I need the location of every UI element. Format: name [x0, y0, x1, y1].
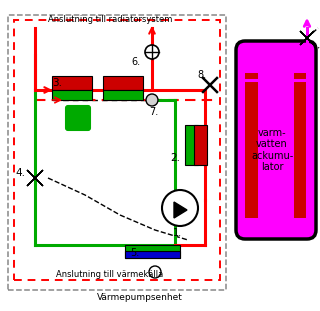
Text: 3.: 3. [52, 78, 62, 88]
Text: 5.: 5. [130, 248, 139, 258]
Text: Värmepumpsenhet: Värmepumpsenhet [97, 293, 183, 302]
Bar [103, 90, 143, 100]
Bar [52, 90, 92, 100]
Polygon shape [300, 31, 314, 38]
Text: varm-
vatten
ackumu-
lator: varm- vatten ackumu- lator [251, 128, 293, 172]
Bar [194, 125, 207, 165]
Bar [14, 20, 220, 280]
Text: 7.: 7. [149, 107, 158, 117]
Polygon shape [27, 170, 43, 178]
Circle shape [149, 266, 161, 278]
Bar [125, 251, 180, 258]
Text: 1.: 1. [173, 228, 183, 238]
Text: 2.: 2. [170, 153, 180, 163]
Bar [245, 73, 258, 218]
Text: 6.: 6. [131, 57, 140, 67]
Polygon shape [27, 178, 43, 186]
Bar [125, 245, 180, 258]
Text: Anslutning till värmekälla: Anslutning till värmekälla [56, 270, 164, 279]
Bar [185, 125, 198, 165]
Text: 8.: 8. [197, 70, 206, 80]
Text: Anslutning till radiatorsystem: Anslutning till radiatorsystem [48, 15, 172, 24]
Text: 4.: 4. [15, 168, 25, 178]
Polygon shape [174, 202, 187, 218]
Circle shape [162, 190, 198, 226]
Bar [294, 73, 307, 218]
Circle shape [146, 94, 158, 106]
FancyBboxPatch shape [66, 106, 90, 130]
Polygon shape [300, 38, 314, 45]
Bar [8, 15, 226, 290]
Bar [103, 76, 143, 90]
Circle shape [145, 45, 159, 59]
FancyBboxPatch shape [236, 41, 316, 239]
Bar [52, 76, 92, 90]
